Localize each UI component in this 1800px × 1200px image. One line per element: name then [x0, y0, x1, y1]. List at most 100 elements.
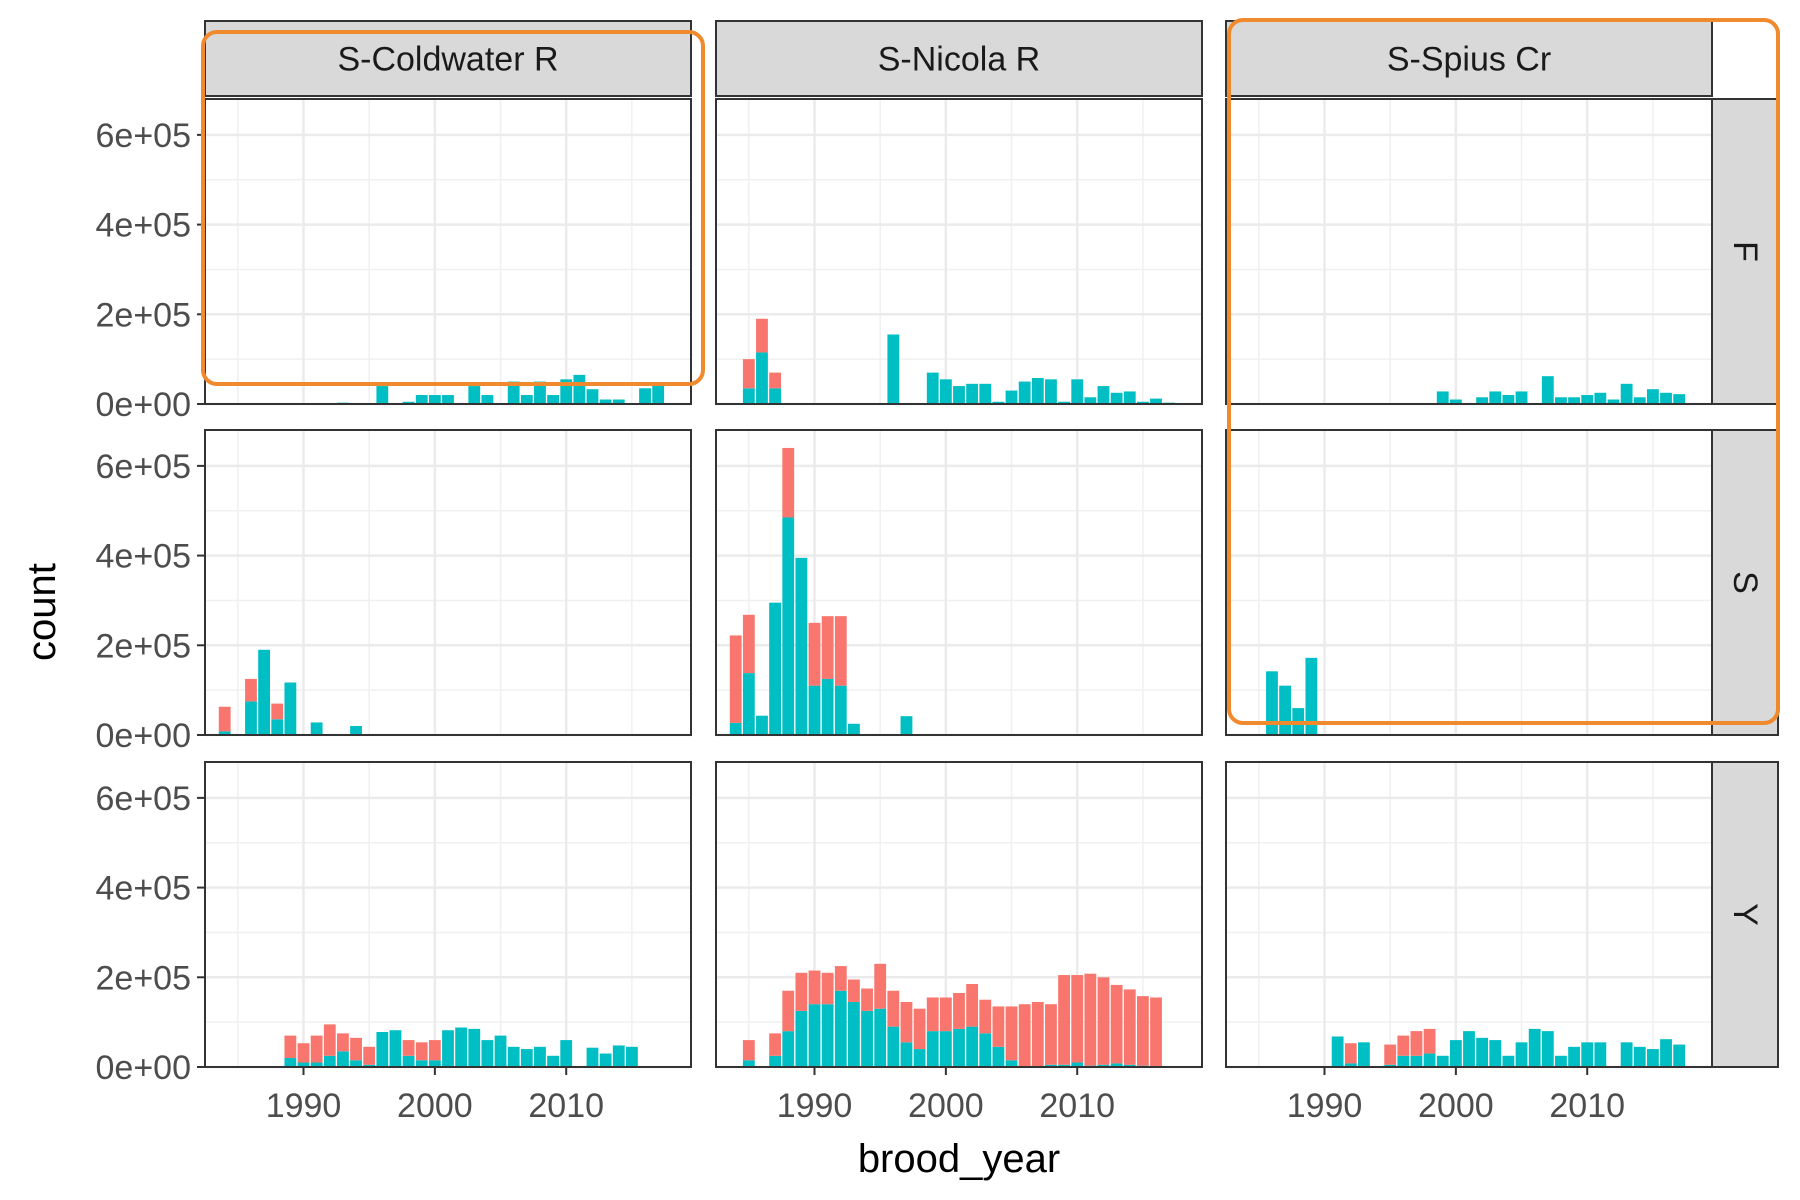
bar-teal-2010-p1	[1071, 379, 1084, 404]
bar-teal-2008-p2	[1555, 397, 1567, 404]
bar-teal-1998-p6	[402, 1055, 415, 1067]
panel-background	[716, 99, 1202, 404]
panel-s-spius-cr-f	[1226, 99, 1712, 406]
bar-red-1998-p7	[913, 1008, 926, 1050]
highlight-box-coldwater-f	[201, 30, 705, 386]
bar-teal-1992-p4	[834, 685, 847, 735]
bar-teal-1991-p6	[310, 1062, 323, 1067]
bar-red-1988-p7	[782, 990, 795, 1032]
bar-teal-2011-p0	[573, 374, 586, 404]
bar-teal-2001-p0	[442, 395, 454, 404]
bar-red-1987-p7	[769, 1033, 782, 1056]
bar-teal-2004-p1	[992, 401, 1005, 404]
bar-red-2005-p7	[1005, 1006, 1018, 1061]
bar-teal-2017-p8	[1673, 1044, 1686, 1067]
bar-teal-2012-p1	[1097, 386, 1110, 404]
bar-teal-2009-p1	[1058, 401, 1070, 404]
bar-red-1991-p7	[821, 972, 834, 1005]
bar-red-2004-p7	[992, 1006, 1005, 1047]
panel-background	[1226, 430, 1712, 735]
bar-teal-2010-p0	[560, 379, 573, 404]
bar-teal-2009-p0	[547, 395, 559, 404]
bar-teal-2004-p7	[992, 1046, 1005, 1067]
bar-teal-2003-p8	[1489, 1040, 1502, 1067]
bar-red-1987-p1	[769, 372, 782, 389]
bar-teal-1996-p7	[887, 1026, 900, 1067]
bar-teal-1990-p7	[808, 1004, 821, 1067]
bar-teal-2010-p2	[1581, 395, 1594, 404]
bar-teal-2006-p0	[507, 381, 520, 404]
bar-teal-1986-p1	[756, 352, 768, 404]
panel-background	[205, 430, 691, 735]
bar-teal-2010-p6	[560, 1040, 573, 1067]
bar-teal-1987-p5	[1279, 685, 1292, 735]
x-tick-label: 2010	[1039, 1087, 1115, 1125]
bar-red-1994-p7	[861, 988, 873, 1011]
bar-teal-2016-p8	[1660, 1039, 1672, 1067]
panel-s-spius-cr-s	[1226, 430, 1712, 737]
panel-background	[1226, 99, 1712, 404]
y-tick-label: 0e+00	[96, 717, 192, 755]
bar-red-1992-p6	[323, 1024, 336, 1056]
y-tick-label: 0e+00	[96, 1049, 192, 1087]
bar-teal-1991-p7	[821, 1004, 834, 1067]
bar-teal-1987-p3	[258, 649, 271, 735]
bar-teal-1996-p6	[376, 1032, 389, 1067]
bar-teal-2002-p7	[966, 1026, 979, 1067]
bar-red-2012-p7	[1097, 977, 1110, 1065]
bar-red-1985-p7	[742, 1040, 755, 1061]
bar-teal-1985-p1	[742, 388, 755, 404]
bar-teal-2016-p0	[639, 388, 651, 404]
bar-teal-2013-p2	[1620, 383, 1633, 404]
panel-border	[715, 429, 1203, 736]
bar-teal-2007-p2	[1541, 376, 1554, 404]
bar-teal-2013-p7	[1110, 1063, 1123, 1067]
bar-red-1988-p4	[782, 447, 795, 518]
y-tick-label: 4e+05	[96, 538, 192, 576]
bar-teal-2015-p6	[625, 1046, 638, 1067]
bar-red-1992-p8	[1344, 1043, 1357, 1064]
bar-teal-1985-p4	[742, 673, 755, 735]
bar-red-1995-p6	[363, 1046, 376, 1065]
bar-teal-1993-p4	[848, 723, 860, 735]
bar-teal-2013-p1	[1110, 392, 1123, 404]
bar-teal-2000-p1	[939, 379, 952, 404]
bar-teal-2006-p1	[1018, 381, 1031, 404]
bar-teal-2015-p1	[1136, 401, 1149, 404]
bar-teal-1995-p7	[874, 1008, 887, 1067]
y-tick-label: 4e+05	[96, 207, 192, 245]
bar-red-2006-p7	[1018, 1004, 1031, 1067]
bar-teal-2016-p2	[1660, 392, 1672, 404]
bar-teal-2011-p2	[1594, 392, 1607, 404]
bar-teal-1999-p1	[926, 372, 939, 404]
bar-teal-2000-p2	[1449, 399, 1462, 404]
bar-teal-2012-p0	[586, 389, 599, 404]
bar-teal-1987-p7	[769, 1055, 782, 1067]
bar-red-2016-p7	[1150, 997, 1162, 1067]
bar-teal-1988-p4	[782, 517, 795, 735]
bar-red-1989-p6	[284, 1035, 297, 1059]
bar-teal-1987-p1	[769, 388, 782, 404]
bar-red-2013-p7	[1110, 984, 1123, 1064]
bar-teal-2002-p8	[1476, 1037, 1489, 1067]
bar-red-2008-p7	[1045, 1004, 1057, 1065]
bar-teal-2007-p0	[520, 395, 533, 404]
x-axis-title: brood_year	[858, 1137, 1060, 1181]
bar-teal-2005-p8	[1515, 1042, 1528, 1067]
bar-teal-2004-p8	[1502, 1055, 1515, 1067]
bar-red-1993-p7	[848, 979, 860, 1002]
y-tick-label: 4e+05	[96, 870, 192, 908]
bar-teal-1994-p7	[861, 1010, 873, 1067]
bar-teal-2009-p6	[547, 1055, 559, 1067]
bar-red-1996-p8	[1397, 1035, 1410, 1056]
y-tick-label: 0e+00	[96, 386, 192, 424]
bar-teal-2013-p0	[599, 399, 612, 404]
bar-teal-2007-p8	[1541, 1031, 1554, 1067]
bar-red-1999-p7	[926, 997, 939, 1032]
bar-red-1984-p4	[729, 635, 742, 723]
bar-teal-2007-p1	[1031, 377, 1044, 404]
bar-red-1999-p6	[415, 1042, 428, 1061]
bar-teal-2006-p6	[507, 1046, 520, 1067]
bar-teal-1989-p6	[284, 1058, 297, 1067]
bar-teal-1989-p5	[1305, 657, 1318, 735]
